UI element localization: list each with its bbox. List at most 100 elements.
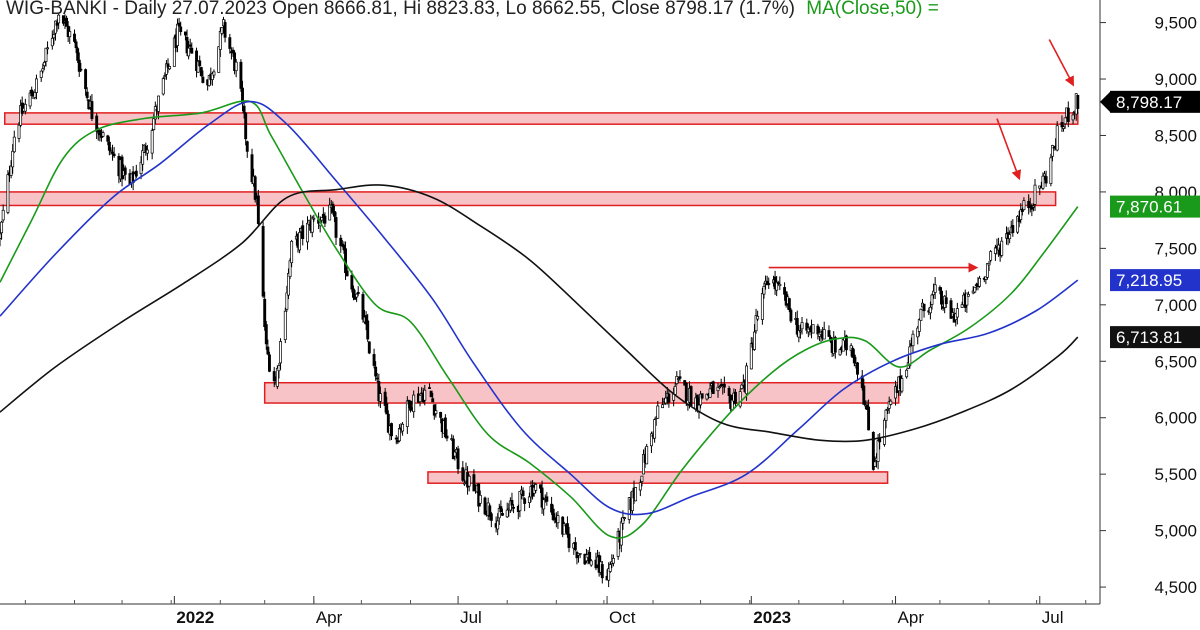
candle-body	[356, 291, 360, 295]
candle-body	[285, 292, 289, 310]
candle	[930, 293, 934, 310]
candle-body	[753, 331, 756, 350]
candle-body	[933, 284, 937, 293]
candle	[23, 98, 27, 115]
candle-body	[73, 33, 76, 42]
candle	[727, 385, 731, 404]
candle	[242, 101, 246, 119]
candle	[68, 26, 72, 44]
candle-body	[521, 490, 525, 496]
candle-body	[12, 136, 16, 153]
candle-body	[856, 362, 859, 375]
candle	[760, 287, 764, 325]
candle	[1076, 94, 1080, 114]
candle-body	[201, 76, 205, 83]
candle	[11, 143, 15, 174]
candle	[310, 215, 314, 238]
candle	[253, 175, 257, 203]
title-ma-legend: MA(Close,50) =	[806, 0, 939, 19]
candle	[28, 90, 32, 110]
candle	[542, 497, 546, 516]
candle-body	[841, 339, 845, 352]
y-tick-label: 5,000	[1154, 522, 1197, 541]
candle	[268, 351, 271, 373]
candle-body	[986, 263, 989, 278]
axes-layer	[0, 0, 1101, 605]
candle	[955, 302, 959, 325]
candle-body	[428, 387, 431, 389]
x-tick-label: Apr	[898, 608, 925, 627]
candle-body	[661, 404, 664, 409]
candle	[811, 324, 815, 334]
candle	[218, 27, 222, 57]
candle	[223, 19, 227, 43]
candle-body	[619, 521, 623, 546]
candle	[672, 387, 676, 407]
candle	[928, 301, 932, 320]
resistance-zone	[0, 191, 1057, 207]
candle-body	[44, 47, 48, 62]
candle	[212, 69, 216, 79]
candle-body	[196, 60, 200, 73]
candle-body	[256, 195, 260, 224]
candle-body	[79, 68, 83, 71]
resistance-zone	[427, 471, 889, 484]
candle-body	[862, 385, 866, 405]
candle-body	[375, 377, 379, 380]
candle-body	[188, 44, 192, 47]
candle-body	[445, 435, 449, 439]
candle	[101, 130, 105, 138]
candle	[878, 433, 882, 450]
x-tick-label: Apr	[316, 608, 343, 627]
candle	[556, 510, 560, 529]
candle-body	[673, 386, 677, 395]
candle	[787, 298, 791, 313]
candle	[394, 434, 398, 445]
candle	[905, 368, 909, 379]
candle	[607, 562, 611, 588]
candle	[397, 424, 401, 443]
candle	[134, 164, 138, 179]
candle	[649, 431, 653, 454]
candle-body	[623, 517, 626, 519]
candle-body	[930, 294, 934, 305]
candle-body	[822, 329, 826, 340]
y-tick-label: 4,500	[1154, 578, 1197, 597]
candle-body	[754, 315, 758, 332]
candle-body	[268, 354, 271, 372]
candle-body	[134, 170, 138, 177]
candle-body	[489, 513, 493, 521]
candle-body	[84, 69, 88, 90]
y-tick-label: 6,500	[1154, 352, 1197, 371]
candle-body	[374, 366, 378, 377]
candle-body	[367, 341, 371, 354]
candle	[689, 385, 693, 407]
candle	[588, 546, 592, 564]
candle	[405, 396, 409, 434]
candle-body	[263, 298, 267, 328]
candle	[716, 382, 720, 398]
candle	[285, 285, 289, 312]
candle-body	[385, 403, 389, 415]
candle	[497, 503, 501, 525]
candle-body	[68, 31, 72, 38]
candle-body	[684, 382, 688, 403]
candle-body	[1000, 240, 1004, 256]
candle	[510, 492, 514, 512]
candle-body	[689, 386, 693, 407]
candle-body	[199, 67, 203, 77]
candle	[256, 189, 260, 227]
candle-body	[928, 306, 932, 314]
candle-body	[350, 275, 354, 290]
candle-body	[141, 150, 145, 165]
candle	[287, 268, 290, 299]
candle-body	[443, 417, 447, 438]
annotation-arrow	[1048, 39, 1074, 87]
y-tick-label: 7,500	[1154, 239, 1197, 258]
candle	[986, 263, 989, 280]
candle-body	[461, 467, 465, 481]
candle-body	[390, 423, 393, 437]
candle-body	[510, 500, 514, 506]
candle	[39, 70, 43, 82]
candle-body	[9, 165, 13, 176]
